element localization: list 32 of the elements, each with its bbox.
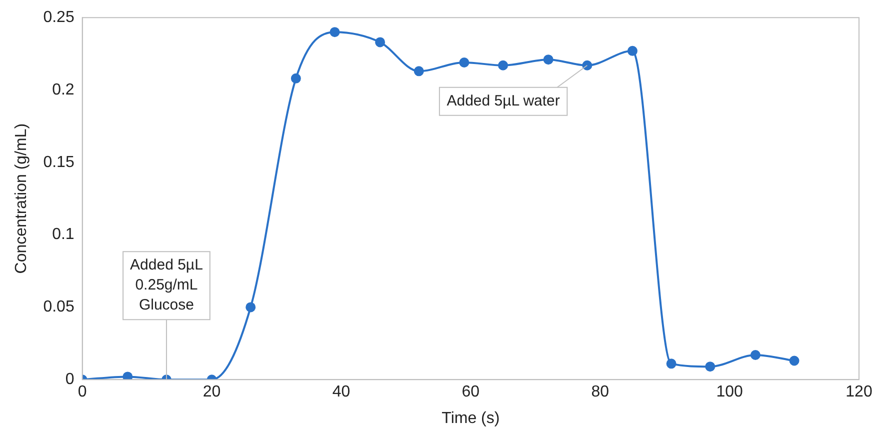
y-tick-label: 0.15	[43, 154, 74, 171]
y-tick-label: 0.25	[43, 9, 74, 26]
y-tick-label: 0.1	[52, 226, 74, 244]
x-axis-title: Time (s)	[442, 410, 500, 427]
point	[375, 37, 386, 48]
point	[414, 66, 424, 76]
x-tick-label: 40	[332, 384, 350, 401]
point	[627, 46, 638, 56]
y-tick-label: 0.05	[43, 298, 74, 316]
point	[122, 372, 133, 380]
point	[459, 57, 470, 68]
point	[543, 54, 554, 65]
point	[789, 356, 800, 366]
annotation: Added 5µL 0.25g/mL Glucose	[130, 256, 203, 314]
point	[498, 60, 508, 70]
point	[705, 362, 716, 372]
point	[330, 27, 340, 38]
x-tick-label: 120	[846, 384, 872, 401]
point	[246, 302, 256, 312]
x-tick-label: 60	[462, 384, 480, 401]
x-tick-label: 20	[202, 384, 221, 401]
y-tick-label: 0	[65, 371, 74, 388]
annotation: Added 5µL water	[446, 92, 560, 110]
point	[750, 350, 760, 360]
y-tick-label: 0.2	[52, 81, 74, 98]
point	[582, 60, 592, 70]
point	[290, 73, 301, 84]
x-tick-label: 0	[78, 384, 87, 401]
point	[666, 358, 676, 369]
x-tick-label: 100	[716, 384, 743, 401]
x-tick-label: 80	[591, 384, 610, 401]
y-axis-title: Concentration (g/mL)	[13, 123, 30, 274]
